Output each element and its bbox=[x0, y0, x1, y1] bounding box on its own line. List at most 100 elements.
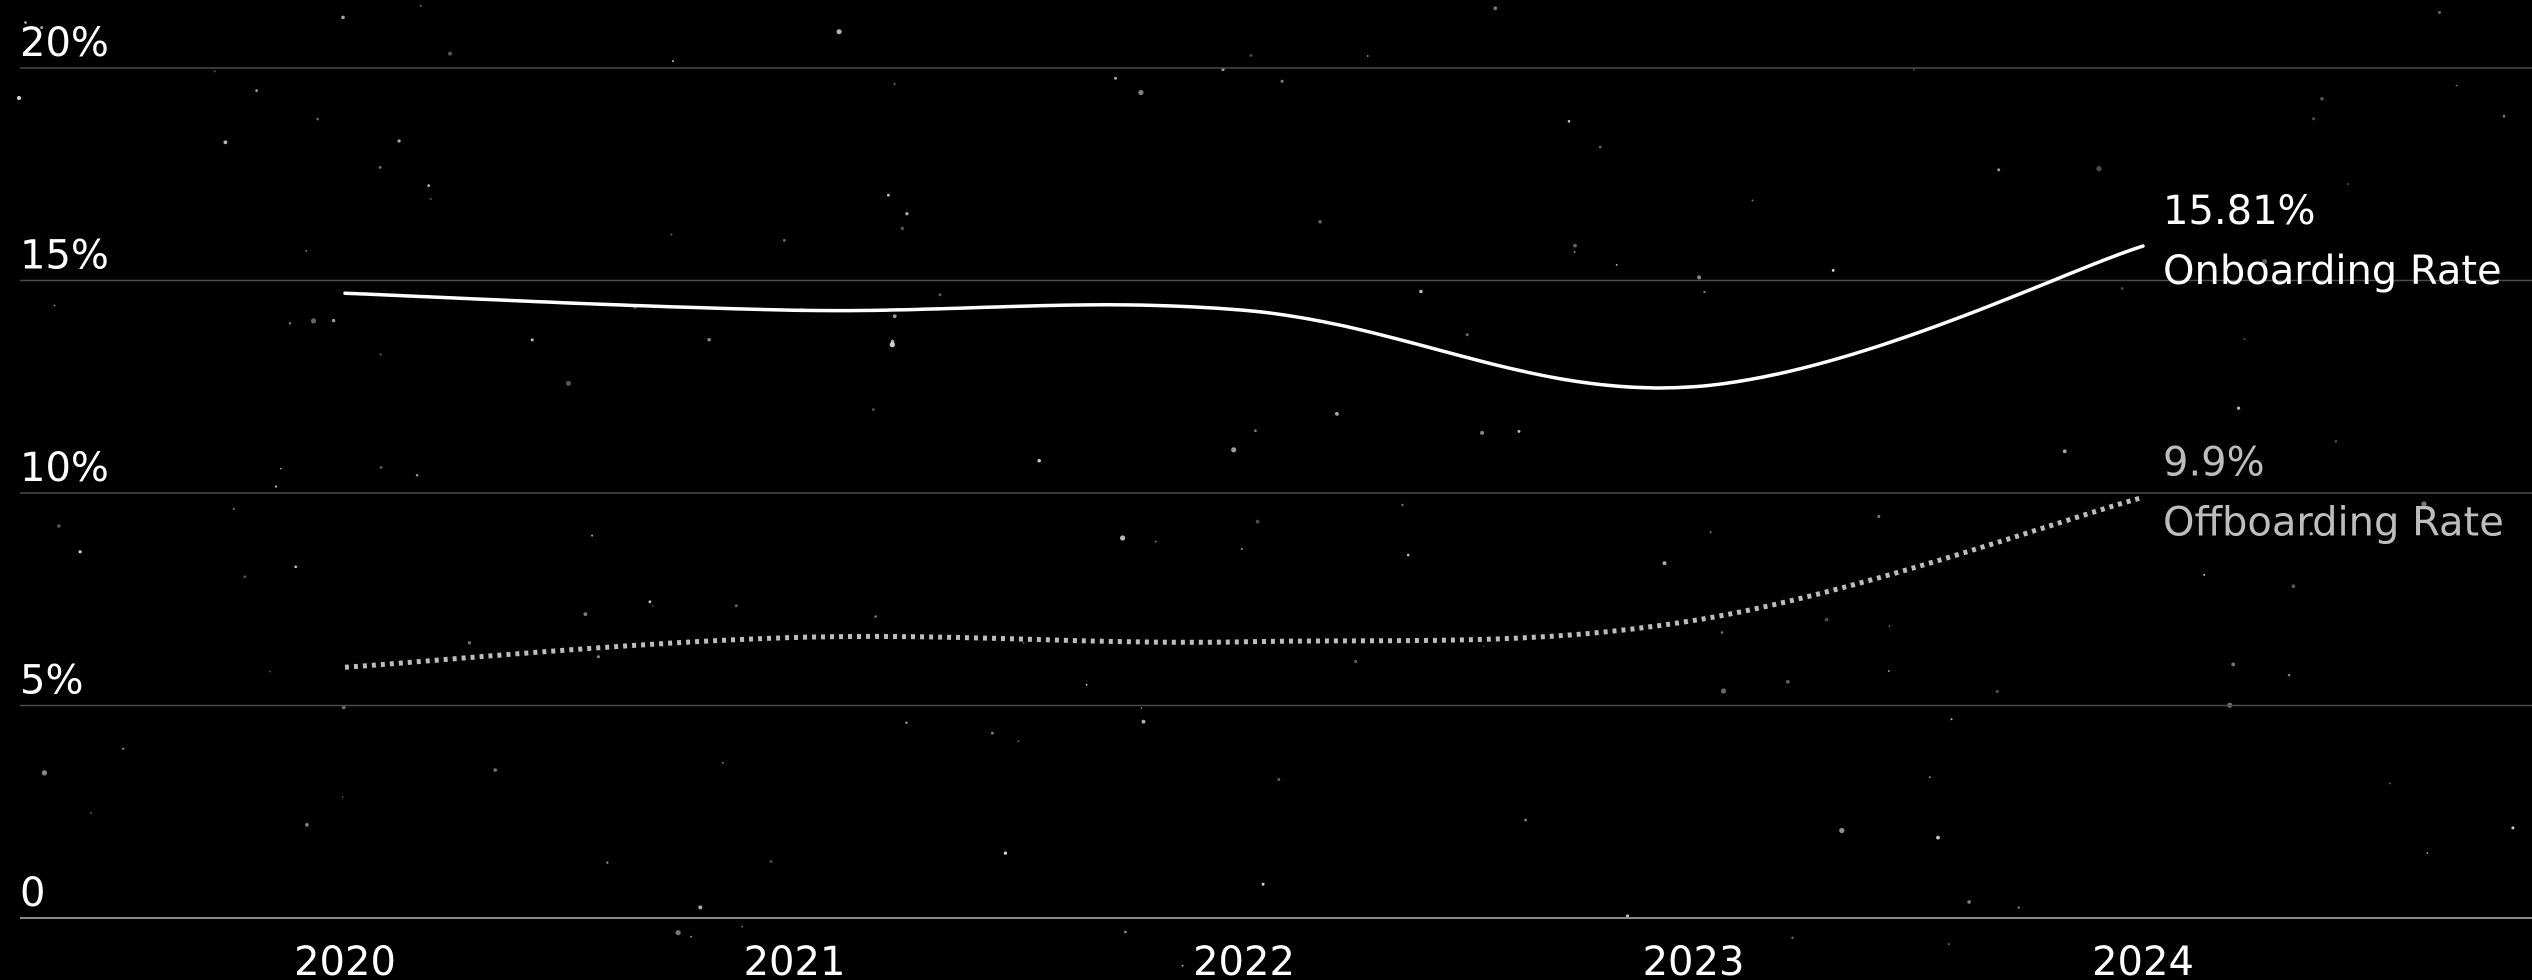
star bbox=[269, 670, 271, 673]
star bbox=[741, 925, 743, 928]
star bbox=[1524, 818, 1527, 822]
star bbox=[938, 293, 942, 297]
star bbox=[24, 21, 27, 24]
starfield-background bbox=[17, 5, 2515, 967]
star bbox=[565, 380, 572, 386]
star bbox=[1997, 168, 2001, 172]
star bbox=[596, 655, 600, 659]
star bbox=[41, 770, 48, 776]
star bbox=[90, 812, 92, 814]
star bbox=[1254, 429, 1257, 433]
star bbox=[892, 314, 897, 319]
star bbox=[1839, 827, 1845, 834]
star bbox=[397, 139, 401, 143]
series-line-offboarding-rate bbox=[344, 494, 2144, 670]
star bbox=[1824, 617, 1829, 622]
star bbox=[1003, 851, 1008, 855]
star bbox=[1240, 547, 1243, 551]
star bbox=[467, 641, 472, 645]
star bbox=[341, 15, 345, 20]
star bbox=[57, 524, 61, 528]
star bbox=[1231, 447, 1237, 453]
star bbox=[530, 338, 534, 342]
star bbox=[1517, 430, 1521, 433]
star bbox=[2243, 338, 2246, 341]
star bbox=[331, 318, 336, 323]
star bbox=[836, 29, 842, 35]
star bbox=[493, 768, 498, 772]
y-axis-ticks: 0 5% 10% 15% 20% bbox=[20, 20, 109, 916]
star bbox=[1354, 659, 1358, 664]
star bbox=[871, 408, 875, 412]
y-tick-label: 0 bbox=[20, 870, 45, 916]
star bbox=[1877, 515, 1881, 518]
star bbox=[1598, 145, 1602, 149]
star bbox=[1419, 289, 1423, 294]
x-tick-label: 2023 bbox=[1643, 939, 1745, 980]
star bbox=[1625, 914, 1630, 918]
star bbox=[53, 304, 56, 307]
star bbox=[2262, 258, 2268, 265]
star bbox=[648, 600, 652, 604]
star bbox=[1022, 641, 1025, 644]
star bbox=[1017, 740, 1020, 743]
star bbox=[2312, 117, 2316, 121]
star bbox=[2017, 906, 2020, 909]
star bbox=[1967, 900, 1971, 904]
star bbox=[893, 83, 896, 86]
star bbox=[17, 96, 21, 100]
star bbox=[316, 117, 319, 121]
star bbox=[1401, 503, 1404, 507]
star bbox=[1947, 943, 1950, 946]
y-tick-label: 5% bbox=[20, 658, 83, 704]
star bbox=[2421, 501, 2427, 507]
star bbox=[769, 859, 773, 864]
y-tick-label: 20% bbox=[20, 20, 109, 66]
star bbox=[415, 473, 419, 477]
star bbox=[1141, 719, 1146, 724]
star bbox=[1335, 412, 1339, 416]
star bbox=[1138, 89, 1144, 96]
star bbox=[2096, 166, 2102, 172]
star bbox=[1277, 778, 1281, 781]
y-tick-label: 15% bbox=[20, 233, 109, 279]
star bbox=[1950, 718, 1953, 721]
star bbox=[1482, 645, 1485, 647]
star bbox=[1786, 680, 1790, 684]
star bbox=[2389, 782, 2391, 785]
star bbox=[1255, 519, 1260, 524]
star bbox=[379, 353, 382, 356]
star bbox=[341, 796, 344, 798]
star bbox=[274, 485, 277, 488]
y-tick-label: 10% bbox=[20, 445, 109, 491]
star bbox=[294, 565, 298, 569]
star bbox=[1721, 688, 1727, 694]
star bbox=[379, 466, 383, 469]
star bbox=[122, 747, 125, 750]
star bbox=[1888, 670, 1890, 672]
star bbox=[1085, 683, 1088, 686]
star bbox=[2309, 532, 2313, 536]
star bbox=[652, 605, 654, 607]
star bbox=[1037, 459, 1041, 463]
star bbox=[1573, 250, 1576, 253]
star bbox=[2291, 584, 2296, 588]
star bbox=[2062, 449, 2067, 454]
star bbox=[2120, 287, 2124, 290]
star bbox=[2237, 406, 2241, 410]
star bbox=[2231, 662, 2236, 667]
star bbox=[1480, 430, 1485, 435]
star bbox=[1912, 68, 1915, 71]
star bbox=[670, 233, 673, 236]
series-end-labels: 15.81% Onboarding Rate 9.9% Offboarding Rat… bbox=[2163, 188, 2504, 545]
star bbox=[1831, 269, 1835, 272]
star bbox=[78, 550, 82, 554]
star bbox=[1406, 553, 1410, 557]
star bbox=[1140, 707, 1143, 709]
x-tick-label: 2021 bbox=[744, 939, 846, 980]
star bbox=[2287, 673, 2291, 677]
star bbox=[1573, 243, 1577, 248]
series-end-value: 15.81% bbox=[2163, 188, 2316, 234]
star bbox=[280, 467, 282, 470]
